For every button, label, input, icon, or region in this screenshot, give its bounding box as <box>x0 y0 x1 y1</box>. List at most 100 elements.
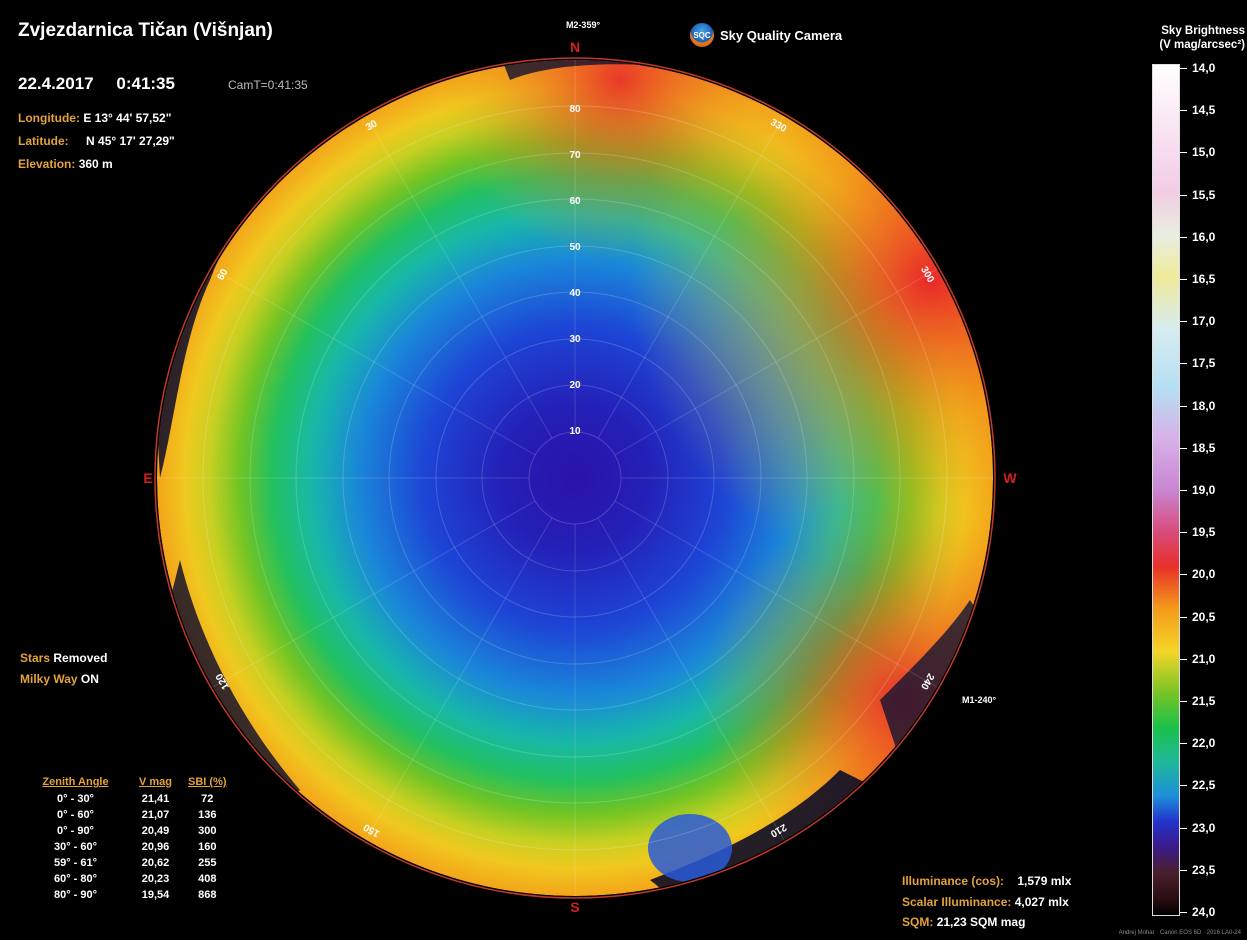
colorbar-tick <box>1180 110 1187 112</box>
azimuth-spoke <box>614 500 939 689</box>
colorbar-tick-label: 16,0 <box>1192 229 1216 244</box>
latitude-value: N 45° 17' 27,29" <box>86 134 175 148</box>
table-row: 59° - 61° 20,62 255 <box>20 855 235 871</box>
table-row: 80° - 90° 19,54 868 <box>20 887 235 903</box>
image-credit: Andrej Mohar · Canon EOS 6D · 2016 LA0-2… <box>1118 930 1241 936</box>
sqm-row: SQM: 21,23 SQM mag <box>902 915 1025 929</box>
milkyway-status: Milky Way ON <box>20 672 99 686</box>
sqm-value: 21,23 SQM mag <box>936 915 1026 929</box>
illuminance-cos-row: Illuminance (cos): 1,579 mlx <box>902 874 1071 888</box>
colorbar-tick-label: 14,0 <box>1192 61 1216 75</box>
altitude-ring <box>481 384 669 572</box>
observation-datetime: 22.4.2017 0:41:35 <box>18 74 175 94</box>
table-cell: 0° - 30° <box>57 793 94 805</box>
table-cell: 255 <box>198 857 217 869</box>
colorbar-tick <box>1180 236 1187 238</box>
altitude-label: 30 <box>569 334 581 345</box>
compass-west: W <box>1003 470 1017 486</box>
colorbar-tick <box>1180 405 1187 407</box>
altitude-label: 50 <box>569 242 581 253</box>
table-row: 0° - 60° 21,07 136 <box>20 807 235 823</box>
colorbar-title-line1: Sky Brightness <box>1161 25 1245 37</box>
page-title: Zvjezdarnica Tičan (Višnjan) <box>18 20 273 41</box>
table-cell: 20,96 <box>141 841 170 853</box>
azimuth-grid <box>157 60 993 896</box>
scalar-illuminance-row: Scalar Illuminance: 4,027 mlx <box>902 895 1069 909</box>
altitude-label: 10 <box>569 426 581 437</box>
column-header: V mag <box>139 776 173 788</box>
colorbar-tick-label: 20,0 <box>1192 567 1216 582</box>
table-row: 60° - 80° 20,23 408 <box>20 871 235 887</box>
table-row: 0° - 30° 21,41 72 <box>20 791 235 807</box>
horizon-ring <box>154 57 996 899</box>
colorbar-tick <box>1180 279 1187 280</box>
colorbar-tick-label: 17,5 <box>1192 356 1216 371</box>
table-cell: 408 <box>198 873 217 885</box>
table-header-row: Zenith Angle V mag SBI (%) <box>20 776 235 791</box>
colorbar-tick-label: 17,0 <box>1192 314 1216 329</box>
table-cell: 868 <box>198 889 217 901</box>
sqc-logo-icon: SQC <box>690 23 714 47</box>
colorbar-tick-label: 19,5 <box>1192 525 1216 540</box>
compass-south: S <box>570 899 579 915</box>
table-cell: 59° - 61° <box>53 857 98 869</box>
brand-name: Sky Quality Camera <box>720 27 843 43</box>
azimuth-spoke <box>364 517 553 842</box>
milkyway-label: Milky Way <box>20 672 78 686</box>
colorbar-tick-label: 21,5 <box>1192 694 1216 708</box>
colorbar-tick <box>1180 363 1187 365</box>
colorbar-tick <box>1180 869 1187 871</box>
colorbar-tick-label: 18,5 <box>1192 440 1216 455</box>
altitude-label: 40 <box>569 288 581 299</box>
colorbar-tick-label: 22,5 <box>1192 778 1216 793</box>
table-row: 0° - 90° 20,49 300 <box>20 823 235 839</box>
illuminance-cos-value: 1,579 mlx <box>1017 874 1072 888</box>
sqm-label: SQM: <box>902 915 934 929</box>
altitude-label: 20 <box>569 380 581 391</box>
colorbar-tick <box>1180 447 1187 449</box>
scalar-illuminance-value: 4,027 mlx <box>1014 895 1069 909</box>
milkyway-value: ON <box>80 672 99 686</box>
table-cell: 72 <box>201 793 214 805</box>
colorbar-tick <box>1180 701 1187 702</box>
observation-time: 0:41:35 <box>116 74 175 93</box>
scalar-illuminance-label: Scalar Illuminance: <box>902 895 1012 909</box>
altitude-label: 70 <box>569 150 581 161</box>
table-cell: 21,07 <box>141 809 170 821</box>
longitude-label: Longitude: <box>18 111 80 125</box>
illuminance-cos-label: Illuminance (cos): <box>902 874 1005 888</box>
azimuth-spoke <box>364 114 553 439</box>
observation-date: 22.4.2017 <box>18 74 94 93</box>
colorbar-tick <box>1180 658 1187 660</box>
colorbar-tick <box>1180 912 1187 913</box>
colorbar-tick <box>1180 827 1187 829</box>
altitude-ring <box>342 245 808 711</box>
colorbar-tick-label: 16,5 <box>1192 272 1216 286</box>
elevation-row: Elevation: 360 m <box>18 157 113 171</box>
brand: SQC Sky Quality Camera <box>690 22 842 48</box>
elevation-label: Elevation: <box>18 157 76 171</box>
colorbar-tick-label: 18,0 <box>1192 398 1216 413</box>
colorbar-tick <box>1180 574 1187 576</box>
table-cell: 20,23 <box>141 873 170 885</box>
colorbar-tick-label: 15,5 <box>1192 187 1216 202</box>
light-dome-n <box>157 60 993 896</box>
colorbar-title-line2: (V mag/arcsec²) <box>1159 39 1245 51</box>
altitude-labels: 10 20 30 40 50 60 70 80 <box>569 104 581 437</box>
stars-label: Stars <box>20 651 51 665</box>
table-cell: 0° - 90° <box>57 825 94 837</box>
azimuth-spoke <box>211 500 536 689</box>
colorbar-tick-label: 22,0 <box>1192 736 1216 751</box>
table-cell: 30° - 60° <box>53 841 98 853</box>
altitude-ring <box>249 152 901 804</box>
colorbar-tick-label: 23,5 <box>1192 862 1216 877</box>
table-cell: 19,54 <box>141 889 170 901</box>
altitude-ring <box>435 338 715 618</box>
elevation-value: 360 m <box>78 157 113 171</box>
altitude-ring <box>295 198 855 758</box>
table-cell: 80° - 90° <box>53 889 98 901</box>
column-header: SBI (%) <box>188 776 227 788</box>
azimuth-label: 30 <box>364 118 380 133</box>
colorbar-tick <box>1180 321 1187 323</box>
